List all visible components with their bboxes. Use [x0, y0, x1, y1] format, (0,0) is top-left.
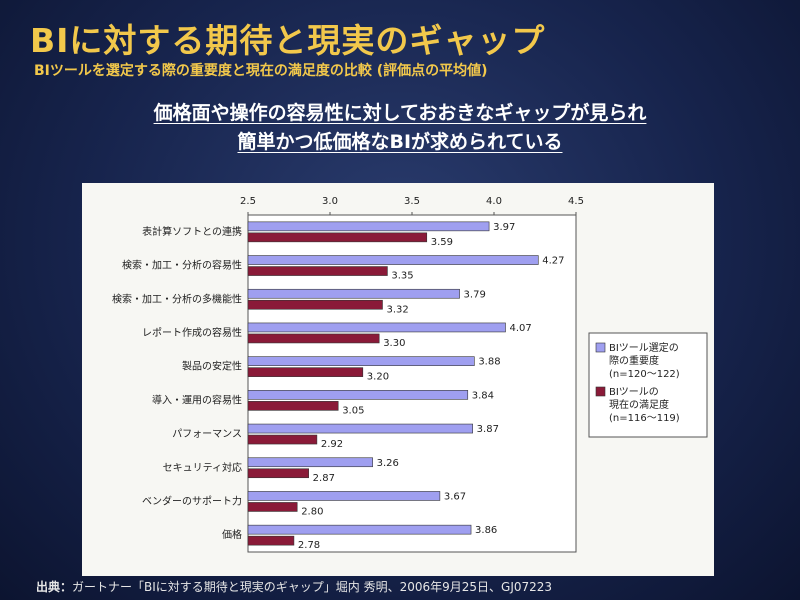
bar-importance	[247, 221, 490, 232]
category-label: 表計算ソフトとの連携	[142, 225, 242, 238]
headline-line-2: 簡単かつ低価格なBIが求められている	[237, 131, 563, 153]
data-label-importance: 3.86	[475, 525, 497, 536]
legend-swatch-satisfaction	[595, 386, 606, 397]
source-note: 出典：ガートナー「BIに対する期待と現実のギャップ」堀内 秀明、2006年9月2…	[36, 578, 552, 595]
bar-importance	[247, 524, 472, 535]
x-tick-label: 3.0	[322, 196, 338, 207]
bar-importance	[247, 322, 506, 333]
data-label-importance: 3.87	[477, 424, 499, 435]
bar-satisfaction	[247, 468, 309, 479]
data-label-importance: 3.79	[464, 289, 486, 300]
category-label: セキュリティ対応	[163, 461, 242, 474]
bar-importance	[247, 288, 460, 299]
data-label-satisfaction: 2.92	[321, 439, 343, 450]
x-tick-label: 2.5	[240, 196, 256, 207]
bar-satisfaction	[247, 232, 428, 243]
data-label-importance: 3.88	[478, 357, 500, 368]
category-label: ベンダーのサポート力	[142, 494, 242, 507]
headline-line-1: 価格面や操作の容易性に対しておおきなギャップが見られ	[153, 102, 647, 124]
data-label-satisfaction: 3.59	[431, 237, 453, 248]
source-label: 出典：	[36, 580, 73, 594]
data-label-importance: 4.27	[542, 256, 564, 267]
category-label: パフォーマンス	[172, 428, 242, 440]
bar-satisfaction	[247, 266, 388, 276]
data-label-satisfaction: 2.80	[301, 506, 323, 517]
bar-importance	[247, 255, 539, 265]
bar-satisfaction	[247, 333, 380, 344]
category-label: 導入・運用の容易性	[152, 393, 242, 406]
data-label-importance: 3.84	[472, 390, 494, 401]
bar-satisfaction	[247, 401, 339, 411]
legend-text-importance: 際の重要度	[609, 354, 659, 367]
bar-satisfaction	[247, 502, 298, 512]
bar-satisfaction	[247, 434, 318, 445]
category-label: 製品の安定性	[182, 360, 242, 373]
bar-importance	[247, 390, 469, 400]
x-tick-label: 3.5	[404, 196, 420, 207]
slide-subtitle: BIツールを選定する際の重要度と現在の満足度の比較 (評価点の平均値)	[34, 63, 488, 79]
legend-text-satisfaction: 現在の満足度	[609, 398, 669, 411]
bar-importance	[247, 423, 473, 434]
legend-swatch-importance	[595, 342, 606, 353]
data-label-satisfaction: 3.35	[391, 271, 413, 282]
category-label: 検索・加工・分析の容易性	[122, 259, 242, 272]
bar-satisfaction	[247, 535, 295, 546]
legend-text-satisfaction: (n=116～119)	[609, 413, 680, 424]
legend-box	[588, 332, 708, 438]
x-tick-label: 4.0	[486, 196, 502, 207]
legend-text-importance: (n=120～122)	[609, 369, 680, 380]
bar-importance	[247, 457, 373, 468]
plot-area	[247, 214, 577, 553]
data-label-importance: 3.26	[377, 458, 399, 469]
category-label: レポート作成の容易性	[142, 326, 242, 339]
data-label-satisfaction: 2.87	[313, 473, 335, 484]
source-text: ガートナー「BIに対する期待と現実のギャップ」堀内 秀明、2006年9月25日、…	[72, 580, 553, 594]
chart-panel: 2.5 3.0 3.5 4.0 4.5 表計算ソフトとの連携 3.97 3.59 検索・加工・分…	[82, 183, 714, 576]
data-label-satisfaction: 3.32	[386, 304, 408, 315]
bar-chart: 2.5 3.0 3.5 4.0 4.5 表計算ソフトとの連携 3.97 3.59 検索・加工・分…	[112, 196, 708, 553]
bar-satisfaction	[247, 367, 364, 377]
data-label-importance: 3.67	[444, 491, 466, 502]
bar-importance	[247, 356, 475, 366]
legend-text-importance: BIツール選定の	[609, 341, 679, 354]
data-label-satisfaction: 2.78	[298, 540, 320, 551]
bar-satisfaction	[247, 299, 383, 310]
bar-importance	[247, 491, 441, 501]
data-label-satisfaction: 3.20	[367, 372, 389, 383]
x-tick-label: 4.5	[568, 196, 584, 207]
legend-text-satisfaction: BIツールの	[609, 387, 659, 398]
data-label-importance: 4.07	[509, 323, 531, 334]
category-label: 検索・加工・分析の多機能性	[112, 292, 242, 305]
data-label-importance: 3.97	[493, 222, 515, 233]
slide-title: BIに対する期待と現実のギャップ	[30, 21, 546, 60]
category-label: 価格	[222, 528, 242, 541]
data-label-satisfaction: 3.05	[342, 405, 364, 416]
data-label-satisfaction: 3.30	[383, 338, 405, 349]
